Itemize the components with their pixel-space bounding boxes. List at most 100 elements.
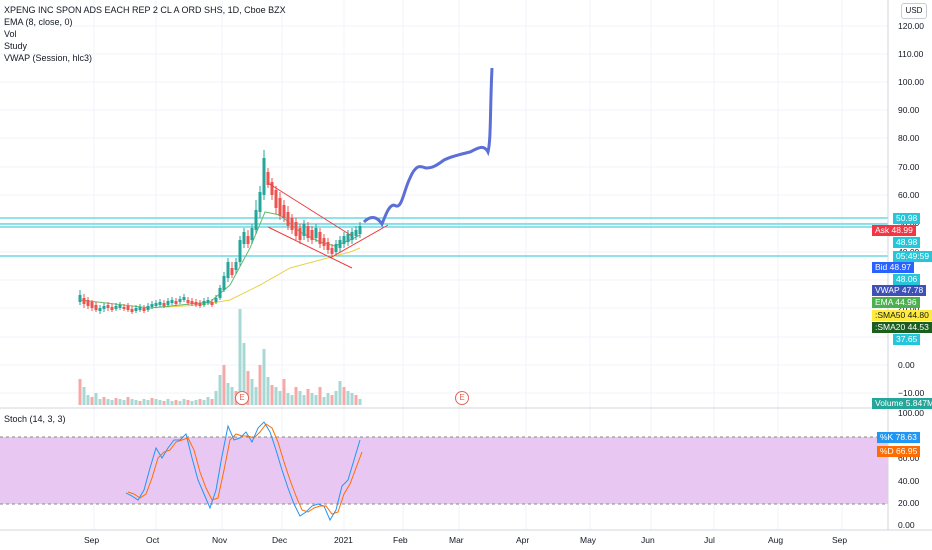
volume-bar <box>82 387 86 405</box>
time-axis-label: Feb <box>393 535 408 545</box>
volume-bar <box>98 399 102 405</box>
stoch-tag: %K 78.63 <box>877 432 920 443</box>
candle-body <box>102 306 106 309</box>
candle-body <box>134 308 138 311</box>
price-axis-label: 60.00 <box>898 190 920 200</box>
candle-body <box>122 307 126 309</box>
price-tag-t6: 48.06 <box>893 274 921 285</box>
wedge-drawing[interactable] <box>267 182 389 269</box>
candle-body <box>110 307 114 310</box>
volume-bar <box>322 397 326 405</box>
stoch-band <box>0 437 888 504</box>
candle-body <box>114 306 118 309</box>
volume-bar <box>274 387 278 405</box>
candle-body <box>278 198 282 216</box>
candle-body <box>178 299 182 302</box>
volume-bar <box>270 385 274 405</box>
candle-body <box>186 300 190 303</box>
volume-bar <box>294 387 298 405</box>
candle-body <box>258 192 262 212</box>
time-axis-label: Dec <box>272 535 288 545</box>
volume-bar <box>106 399 110 405</box>
volume-bar <box>158 400 162 405</box>
volume-bar <box>162 401 166 405</box>
indicator-vwap[interactable]: VWAP (Session, hlc3) <box>4 53 93 63</box>
symbol-title[interactable]: XPENG INC SPON ADS EACH REP 2 CL A ORD S… <box>4 5 286 15</box>
currency-button[interactable]: USD <box>901 3 927 19</box>
projection-path[interactable] <box>362 67 494 228</box>
volume-bar <box>334 391 338 405</box>
volume-bar <box>138 401 142 405</box>
horizontal-lines[interactable] <box>0 217 888 257</box>
price-tag-t9: :SMA50 44.80 <box>872 310 932 321</box>
candle-body <box>142 308 146 311</box>
volume-bar <box>122 400 126 405</box>
volume-bars <box>78 309 362 405</box>
indicator-study[interactable]: Study <box>4 41 28 51</box>
volume-bar <box>170 401 174 405</box>
time-axis-label: Jul <box>704 535 715 545</box>
earnings-marker[interactable]: E <box>455 391 469 405</box>
candle-body <box>306 226 310 238</box>
price-tag-t10: :SMA20 44.53 <box>872 322 932 333</box>
candle-body <box>118 305 122 308</box>
price-axis-label: 80.00 <box>898 133 920 143</box>
candle-body <box>162 303 166 306</box>
time-axis-label: Apr <box>516 535 530 545</box>
volume-bar <box>154 399 158 405</box>
volume-bar <box>166 399 170 405</box>
volume-bar <box>258 365 262 405</box>
volume-bar <box>330 395 334 405</box>
price-axis-label: 70.00 <box>898 162 920 172</box>
volume-bar <box>174 400 178 405</box>
volume-bar <box>182 399 186 405</box>
volume-bar <box>306 389 310 405</box>
volume-bar <box>102 397 106 405</box>
candle-body <box>190 301 194 304</box>
volume-bar <box>242 343 246 405</box>
price-axis-label: 100.00 <box>898 77 924 87</box>
candle-body <box>130 309 134 312</box>
volume-bar <box>134 400 138 405</box>
volume-bar <box>194 400 198 405</box>
candle-body <box>334 244 338 252</box>
volume-bar <box>114 398 118 405</box>
candle-body <box>242 232 246 244</box>
volume-bar <box>150 398 154 405</box>
candle-body <box>218 288 222 298</box>
volume-bar <box>110 400 114 405</box>
candle-body <box>82 298 86 304</box>
candle-body <box>322 238 326 246</box>
candle-body <box>94 305 98 310</box>
price-tag-t7: VWAP 47.78 <box>872 285 927 296</box>
earnings-marker[interactable]: E <box>235 391 249 405</box>
volume-bar <box>230 387 234 405</box>
price-candles <box>78 150 362 314</box>
volume-bar <box>210 399 214 405</box>
candle-body <box>214 298 218 302</box>
price-tag-t12: Volume 5.847M <box>872 398 932 409</box>
candle-body <box>318 232 322 244</box>
candle-body <box>86 300 90 306</box>
volume-bar <box>78 379 82 405</box>
volume-bar <box>222 365 226 405</box>
time-axis-label: Jun <box>641 535 655 545</box>
volume-bar <box>186 400 190 405</box>
volume-bar <box>254 387 258 405</box>
candle-body <box>150 304 154 307</box>
candle-body <box>206 300 210 303</box>
indicator-ema[interactable]: EMA (8, close, 0) <box>4 17 73 27</box>
candle-body <box>358 226 362 234</box>
stoch-tag: %D 66.95 <box>877 446 921 457</box>
candle-body <box>330 248 334 254</box>
stoch-axis-label: 20.00 <box>898 498 920 508</box>
volume-bar <box>146 400 150 405</box>
volume-bar <box>246 371 250 405</box>
indicator-vol[interactable]: Vol <box>4 29 17 39</box>
stoch-legend[interactable]: Stoch (14, 3, 3) <box>4 414 66 424</box>
volume-bar <box>298 391 302 405</box>
volume-bar <box>314 395 318 405</box>
candle-body <box>302 224 306 236</box>
candle-body <box>262 158 266 195</box>
